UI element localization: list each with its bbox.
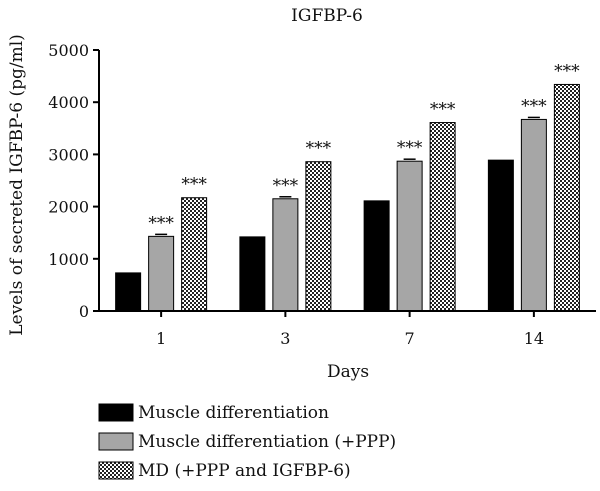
significance-stars: *** bbox=[181, 175, 207, 195]
bars bbox=[115, 83, 580, 312]
y-tick-label: 5000 bbox=[48, 41, 89, 60]
legend-label: Muscle differentiation (+PPP) bbox=[138, 432, 396, 452]
x-tick-label: 14 bbox=[524, 329, 544, 348]
bar-1-day-14 bbox=[487, 159, 514, 312]
bar-2-day-3 bbox=[272, 198, 299, 312]
y-tick-label: 1000 bbox=[48, 250, 89, 269]
y-tick-label: 4000 bbox=[48, 93, 89, 112]
y-tick-label: 2000 bbox=[48, 198, 89, 217]
y-axis-ticks: 0 1000 2000 3000 4000 5000 bbox=[48, 41, 99, 321]
y-tick-label: 3000 bbox=[48, 145, 89, 164]
legend-swatch bbox=[98, 432, 134, 451]
x-tick-label: 7 bbox=[405, 329, 415, 348]
significance-stars: *** bbox=[397, 138, 423, 158]
legend-swatch bbox=[98, 403, 134, 422]
x-tick-label: 1 bbox=[156, 329, 166, 348]
y-axis-label: Levels of secreted IGFBP-6 (pg/ml) bbox=[7, 34, 27, 336]
significance-stars: *** bbox=[554, 61, 580, 81]
bar-2-day-1 bbox=[148, 235, 175, 312]
significance-stars: *** bbox=[273, 176, 299, 196]
bar-1-day-1 bbox=[115, 272, 142, 312]
legend-label: MD (+PPP and IGFBP-6) bbox=[138, 461, 351, 481]
bar-2-day-14 bbox=[520, 118, 547, 312]
bar-3-day-7 bbox=[429, 122, 456, 312]
x-axis-label: Days bbox=[327, 362, 369, 382]
x-tick-label: 3 bbox=[280, 329, 290, 348]
bar-3-day-1 bbox=[181, 197, 208, 312]
significance-stars: *** bbox=[430, 100, 456, 120]
significance-stars: *** bbox=[306, 139, 332, 159]
bar-1-day-3 bbox=[239, 236, 266, 312]
chart-title: IGFBP-6 bbox=[291, 6, 363, 26]
bar-3-day-3 bbox=[305, 161, 332, 312]
y-tick-label: 0 bbox=[79, 302, 89, 321]
x-axis-ticks: 1 3 7 14 bbox=[156, 311, 544, 348]
significance-stars: *** bbox=[521, 96, 547, 116]
bar-1-day-7 bbox=[363, 200, 390, 312]
bar-3-day-14 bbox=[553, 83, 580, 312]
significance-annotations: *** *** *** *** *** *** *** *** bbox=[148, 61, 580, 233]
legend-label: Muscle differentiation bbox=[138, 403, 329, 423]
significance-stars: *** bbox=[148, 213, 174, 233]
bar-2-day-7 bbox=[396, 160, 423, 312]
legend: Muscle differentiation Muscle differentia… bbox=[98, 403, 396, 481]
legend-swatch bbox=[98, 461, 134, 480]
